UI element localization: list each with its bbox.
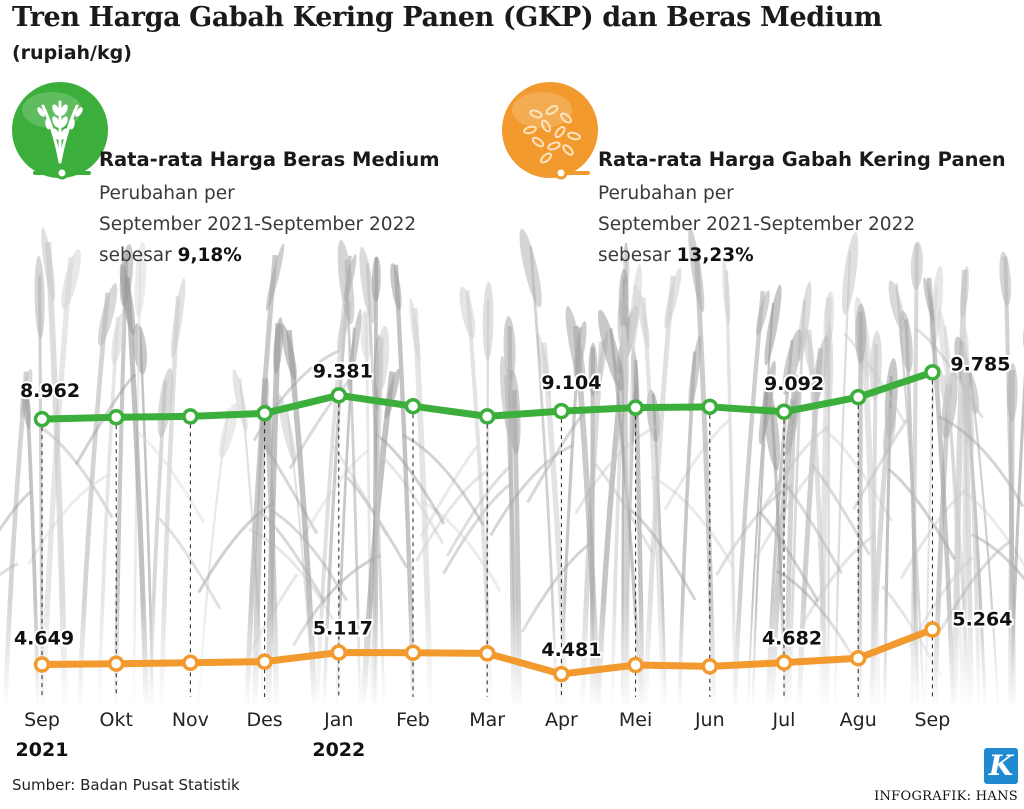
data-point <box>924 364 941 381</box>
data-point <box>182 654 199 672</box>
data-point <box>404 397 422 415</box>
series-0: 8.962 9.381 9.104 9.092 9.785 <box>18 351 1012 428</box>
legend-desc-beras: Perubahan per September 2021-September 2… <box>99 183 417 266</box>
data-point <box>33 410 51 428</box>
legend-title-gabah: Rata-rata Harga Gabah Kering Panen <box>598 148 1006 171</box>
data-point <box>107 409 125 426</box>
data-point <box>701 658 719 675</box>
x-axis: Sep 2021 Okt Nov Des Jan 2022 Feb Mar Apr Mei Jun Ju… <box>16 709 951 761</box>
chart-subtitle: (rupiah/kg) <box>12 42 132 64</box>
data-point <box>775 403 793 421</box>
legend-desc-gabah: Perubahan per September 2021-September 2… <box>598 183 916 266</box>
data-point <box>701 398 719 416</box>
x-year-label: 2022 <box>312 739 365 761</box>
wheat-icon <box>12 82 108 178</box>
data-point <box>627 399 644 416</box>
x-year-label: 2021 <box>16 739 69 761</box>
data-point <box>33 656 51 673</box>
data-label: 4.649 <box>14 628 74 650</box>
data-point <box>627 656 644 674</box>
series-1: 4.649 5.117 4.481 4.682 5.264 <box>12 607 1014 683</box>
legend-gabah: Rata-rata Harga Gabah Kering Panen Perub… <box>532 148 1012 278</box>
x-tick-label: Jan <box>323 709 353 731</box>
data-label: 4.481 <box>541 639 601 661</box>
data-label: 9.092 <box>764 373 824 395</box>
x-tick-label: Mei <box>619 709 652 731</box>
data-point <box>553 402 570 420</box>
data-point <box>775 654 793 671</box>
legend-swatch-gabah <box>532 166 590 180</box>
x-tick-label: Feb <box>396 709 430 731</box>
data-point <box>330 387 348 404</box>
legend-swatch-beras <box>33 166 91 180</box>
data-point <box>256 653 273 670</box>
x-tick-label: Jul <box>772 709 796 731</box>
data-label: 9.104 <box>541 372 601 394</box>
data-point <box>478 645 496 662</box>
x-tick-label: Sep <box>914 709 950 731</box>
data-point <box>553 665 570 683</box>
x-tick-label: Nov <box>172 709 209 731</box>
chart-title: Tren Harga Gabah Kering Panen (GKP) dan … <box>12 2 882 33</box>
data-point <box>256 405 273 422</box>
data-point <box>107 655 125 672</box>
data-label: 4.682 <box>762 628 822 650</box>
x-tick-label: Okt <box>99 709 132 731</box>
data-label: 9.381 <box>313 360 373 382</box>
legend-beras: Rata-rata Harga Beras Medium Perubahan p… <box>33 148 483 278</box>
x-tick-label: Agu <box>840 709 877 731</box>
x-tick-label: Jun <box>694 709 725 731</box>
data-point <box>404 644 422 661</box>
x-tick-label: Apr <box>545 709 578 731</box>
data-point <box>849 649 867 667</box>
data-point <box>478 408 496 425</box>
x-tick-label: Mar <box>469 709 505 731</box>
data-point <box>330 644 348 661</box>
data-point <box>182 408 199 425</box>
data-label: 9.785 <box>950 353 1010 375</box>
x-tick-label: Sep <box>24 709 60 731</box>
data-label: 8.962 <box>20 380 80 402</box>
kompas-logo: K <box>984 748 1018 784</box>
grain-icon <box>502 82 598 178</box>
data-label: 5.117 <box>313 618 373 640</box>
infographic-credit: INFOGRAFIK: HANS <box>874 789 1018 804</box>
data-point <box>849 388 867 406</box>
data-point <box>924 621 941 638</box>
x-tick-label: Des <box>246 709 282 731</box>
legend-title-beras: Rata-rata Harga Beras Medium <box>99 148 440 171</box>
data-label: 5.264 <box>952 609 1012 631</box>
source-note: Sumber: Badan Pusat Statistik <box>12 776 240 794</box>
